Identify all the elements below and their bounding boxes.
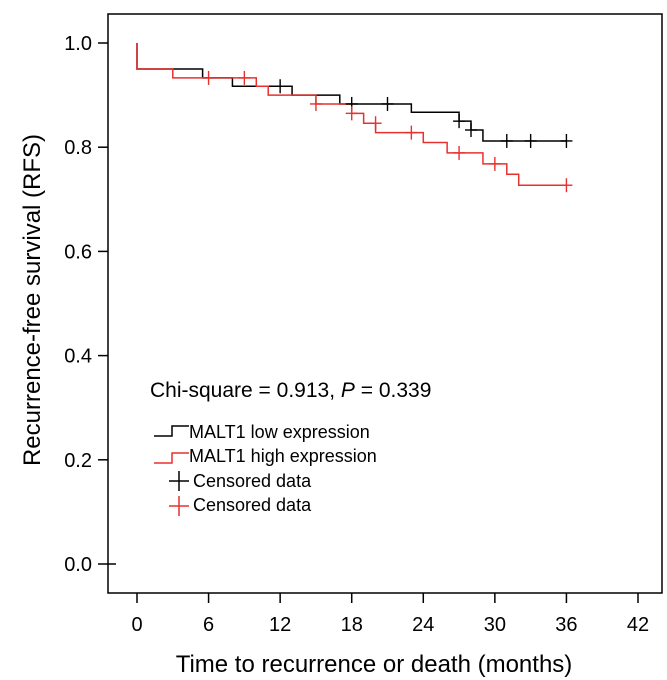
legend-symbol-censored-high	[169, 496, 189, 516]
y-tick-label: 0.4	[64, 346, 92, 368]
x-axis-label: Time to recurrence or death (months)	[176, 651, 573, 678]
chi-square-prefix: Chi-square = 0.913,	[150, 379, 341, 402]
censor-mark-low	[524, 133, 537, 148]
x-tick-label: 30	[484, 614, 506, 636]
censor-mark-low	[500, 133, 513, 148]
x-tick-label: 6	[203, 614, 214, 636]
x-tick-label: 12	[269, 614, 291, 636]
plot-frame-layer	[107, 13, 663, 594]
p-symbol: P	[341, 379, 355, 402]
censor-mark-high	[405, 125, 418, 140]
y-tick-label: 0.0	[64, 554, 92, 576]
axes: 0.0 0.2 0.4 0.6 0.8 1.0 0 6 12 18 24 30 36 42	[64, 33, 649, 636]
censor-mark-high	[309, 96, 322, 111]
y-tick-label: 0.8	[64, 137, 92, 159]
y-tick-label: 1.0	[64, 33, 92, 55]
censor-mark-high	[369, 116, 382, 131]
censor-mark-low	[381, 96, 394, 111]
legend-symbol-censored-low	[169, 471, 189, 491]
censor-mark-low	[274, 79, 287, 94]
legend-label-censored-high: Censored data	[193, 495, 312, 515]
legend-label-high: MALT1 high expression	[189, 446, 377, 466]
censor-mark-low	[465, 123, 477, 138]
censor-mark-high	[202, 70, 215, 85]
censor-mark-high	[560, 178, 573, 193]
x-tick-label: 24	[412, 614, 434, 636]
censor-mark-low	[560, 133, 573, 148]
legend-label-low: MALT1 low expression	[189, 422, 370, 442]
censor-mark-high	[238, 70, 251, 85]
legend: MALT1 low expression MALT1 high expressi…	[154, 422, 377, 516]
censor-mark-high	[488, 156, 501, 171]
chi-square-annotation: Chi-square = 0.913, P = 0.339	[150, 379, 431, 402]
y-axis-label: Recurrence-free survival (RFS)	[19, 134, 46, 466]
censor-marks	[202, 70, 573, 193]
series-line-low-expression	[136, 43, 567, 142]
plot-frame	[107, 13, 663, 594]
x-tick-label: 36	[555, 614, 577, 636]
censor-mark-high	[345, 106, 358, 121]
censor-mark-low	[453, 114, 466, 129]
legend-symbol-high	[154, 452, 189, 464]
p-value: = 0.339	[355, 379, 431, 402]
y-tick-label: 0.2	[64, 450, 92, 472]
y-tick-label: 0.6	[64, 241, 92, 263]
x-tick-label: 42	[627, 614, 649, 636]
x-tick-label: 18	[341, 614, 363, 636]
censor-mark-high	[453, 145, 466, 160]
legend-symbol-low	[154, 425, 189, 437]
x-tick-label: 0	[131, 614, 142, 636]
legend-label-censored-low: Censored data	[193, 471, 312, 491]
